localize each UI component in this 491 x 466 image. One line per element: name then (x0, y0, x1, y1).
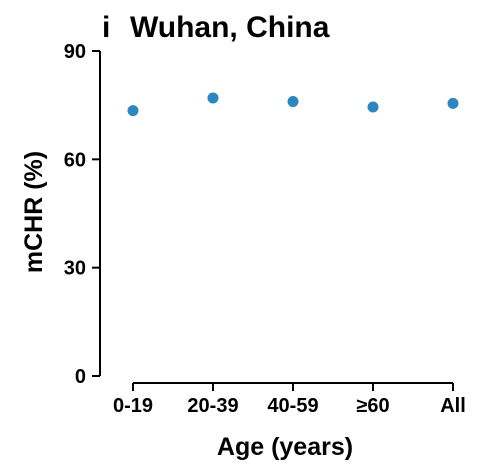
y-tick-label: 0 (75, 366, 86, 388)
chart-title: Wuhan, China (130, 11, 330, 44)
x-tick-label: 20-39 (187, 395, 238, 417)
x-axis-label: Age (years) (217, 433, 353, 461)
y-tick-label: 60 (64, 149, 86, 171)
data-point (447, 97, 459, 109)
data-points (127, 92, 459, 117)
y-tick-label: 30 (64, 258, 86, 280)
y-axis-label: mCHR (%) (20, 151, 48, 273)
chart-panel-label: i (102, 11, 110, 44)
data-point (287, 96, 299, 108)
data-point (127, 105, 139, 117)
x-axis: 0-19 20-39 40-59 ≥60 All (113, 382, 466, 417)
x-tick-label: 0-19 (113, 395, 153, 417)
x-tick-label: All (440, 395, 466, 417)
y-axis: 0 30 60 90 (64, 41, 101, 388)
data-point (367, 101, 379, 113)
x-tick-label: 40-59 (267, 395, 318, 417)
data-point (207, 92, 219, 104)
x-tick-label: ≥60 (356, 395, 389, 417)
y-tick-label: 90 (64, 41, 86, 63)
